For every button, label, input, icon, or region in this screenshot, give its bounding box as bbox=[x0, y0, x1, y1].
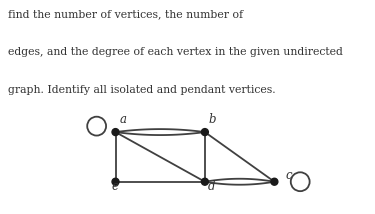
Text: c: c bbox=[285, 169, 292, 182]
Circle shape bbox=[201, 129, 208, 135]
Circle shape bbox=[271, 178, 278, 185]
Text: e: e bbox=[111, 180, 118, 193]
Circle shape bbox=[112, 178, 119, 185]
Circle shape bbox=[201, 178, 208, 185]
Text: find the number of vertices, the number of: find the number of vertices, the number … bbox=[8, 9, 243, 19]
Text: b: b bbox=[209, 113, 216, 126]
Circle shape bbox=[112, 129, 119, 135]
Text: a: a bbox=[120, 113, 126, 126]
Text: graph. Identify all isolated and pendant vertices.: graph. Identify all isolated and pendant… bbox=[8, 85, 275, 95]
Text: edges, and the degree of each vertex in the given undirected: edges, and the degree of each vertex in … bbox=[8, 47, 342, 57]
Text: d: d bbox=[207, 180, 215, 193]
